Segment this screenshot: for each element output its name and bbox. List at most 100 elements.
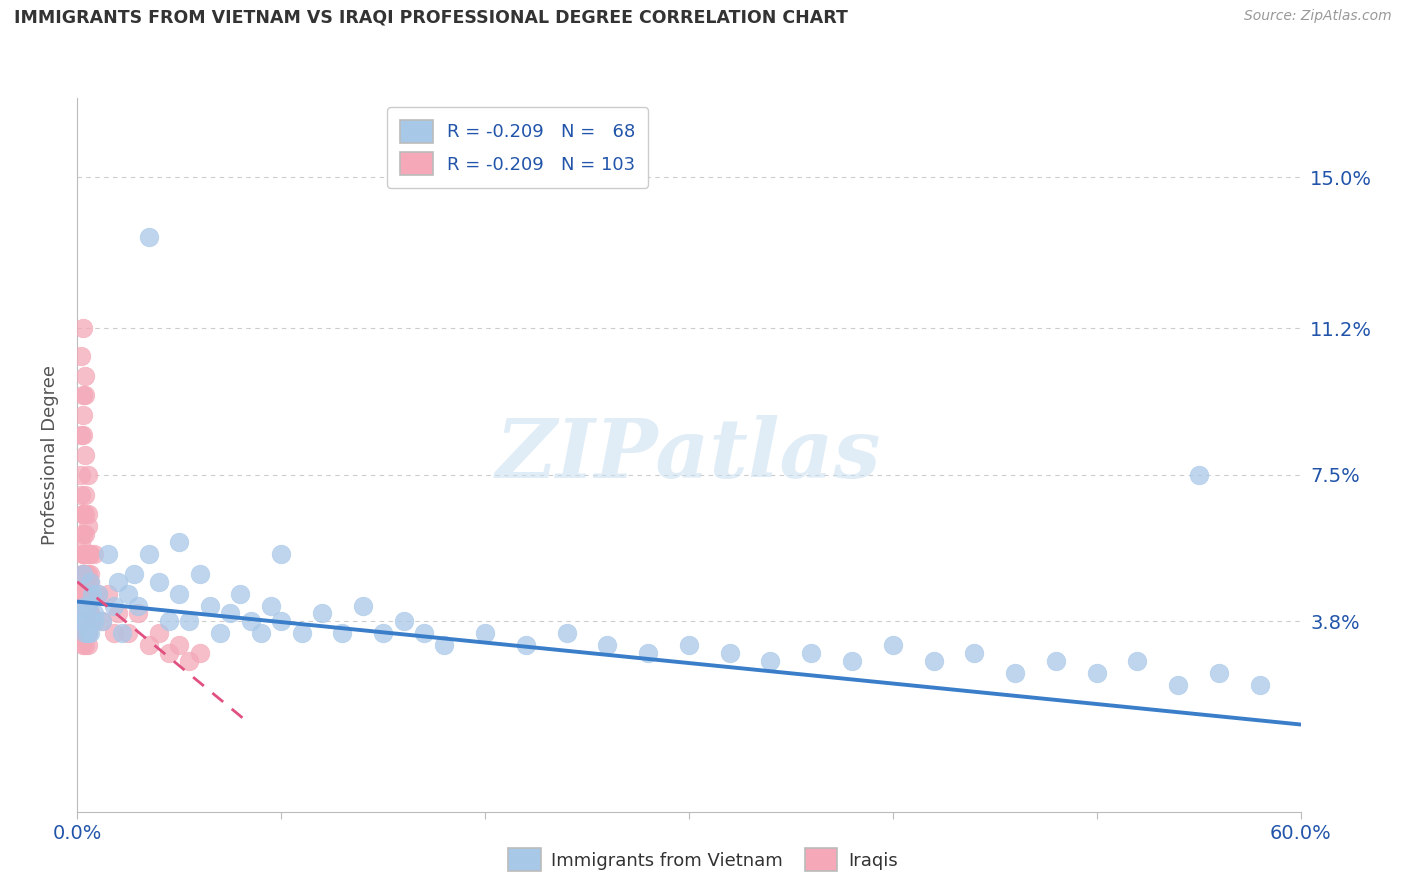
Point (841, 654, 863, 668)
Point (413, 626, 436, 640)
Point (70, 607, 93, 621)
Point (76, 547, 98, 561)
Point (70, 428, 93, 442)
Point (75, 527, 97, 541)
Point (72, 566, 94, 581)
Point (75, 587, 97, 601)
Point (79, 615, 101, 629)
Point (169, 587, 191, 601)
Y-axis label: Professional Degree: Professional Degree (41, 365, 59, 545)
Point (72, 428, 94, 442)
Point (79, 574, 101, 589)
Point (179, 615, 201, 629)
Point (72, 547, 94, 561)
Point (128, 599, 150, 613)
Point (79, 566, 101, 581)
Point (72, 615, 94, 629)
Point (75, 574, 97, 589)
Point (117, 587, 139, 601)
Point (311, 607, 333, 621)
Point (79, 607, 101, 621)
Point (103, 626, 125, 640)
Point (72, 599, 94, 613)
Point (157, 615, 180, 629)
Point (1126, 654, 1149, 668)
Point (76, 587, 98, 601)
Point (97, 587, 120, 601)
Point (70, 626, 93, 640)
Point (72, 615, 94, 629)
Point (75, 626, 97, 640)
Point (97, 547, 120, 561)
Point (882, 638, 904, 652)
Point (75, 615, 97, 629)
Point (72, 587, 94, 601)
Point (75, 599, 97, 613)
Point (79, 547, 101, 561)
Legend: R = -0.209   N =   68, R = -0.209   N = 103: R = -0.209 N = 68, R = -0.209 N = 103 (388, 107, 648, 188)
Point (1045, 654, 1067, 668)
Point (963, 646, 986, 660)
Point (79, 574, 101, 589)
Point (198, 599, 221, 613)
Point (79, 547, 101, 561)
Point (72, 508, 94, 522)
Point (70, 626, 93, 640)
Point (75, 368, 97, 383)
Point (103, 599, 125, 613)
Point (75, 587, 97, 601)
Point (75, 508, 97, 522)
Point (70, 467, 93, 482)
Point (75, 487, 97, 501)
Point (76, 587, 98, 601)
Point (72, 626, 94, 640)
Point (72, 574, 94, 589)
Point (800, 646, 823, 660)
Point (76, 599, 98, 613)
Point (90, 615, 112, 629)
Point (107, 607, 129, 621)
Point (922, 654, 945, 668)
Point (72, 587, 94, 601)
Point (75, 587, 97, 601)
Point (72, 388, 94, 402)
Point (76, 615, 98, 629)
Text: ZIPatlas: ZIPatlas (496, 415, 882, 495)
Point (90, 615, 112, 629)
Point (75, 547, 97, 561)
Point (72, 626, 94, 640)
Point (75, 615, 97, 629)
Point (72, 587, 94, 601)
Point (75, 615, 97, 629)
Point (72, 508, 94, 522)
Point (72, 615, 94, 629)
Point (371, 626, 394, 640)
Point (392, 615, 415, 629)
Point (76, 587, 98, 601)
Point (75, 626, 97, 640)
Point (75, 626, 97, 640)
Point (72, 638, 94, 652)
Point (79, 626, 101, 640)
Point (76, 574, 98, 589)
Point (124, 566, 146, 581)
Point (270, 547, 292, 561)
Point (76, 508, 98, 522)
Point (76, 587, 98, 601)
Point (76, 519, 98, 533)
Point (72, 566, 94, 581)
Point (72, 409, 94, 423)
Point (157, 646, 180, 660)
Point (209, 626, 232, 640)
Point (87, 587, 110, 601)
Point (70, 535, 93, 549)
Point (148, 626, 170, 640)
Point (83, 547, 105, 561)
Point (70, 599, 93, 613)
Point (555, 626, 578, 640)
Point (76, 599, 98, 613)
Point (72, 547, 94, 561)
Point (332, 626, 354, 640)
Text: Source: ZipAtlas.com: Source: ZipAtlas.com (1244, 9, 1392, 23)
Point (270, 615, 292, 629)
